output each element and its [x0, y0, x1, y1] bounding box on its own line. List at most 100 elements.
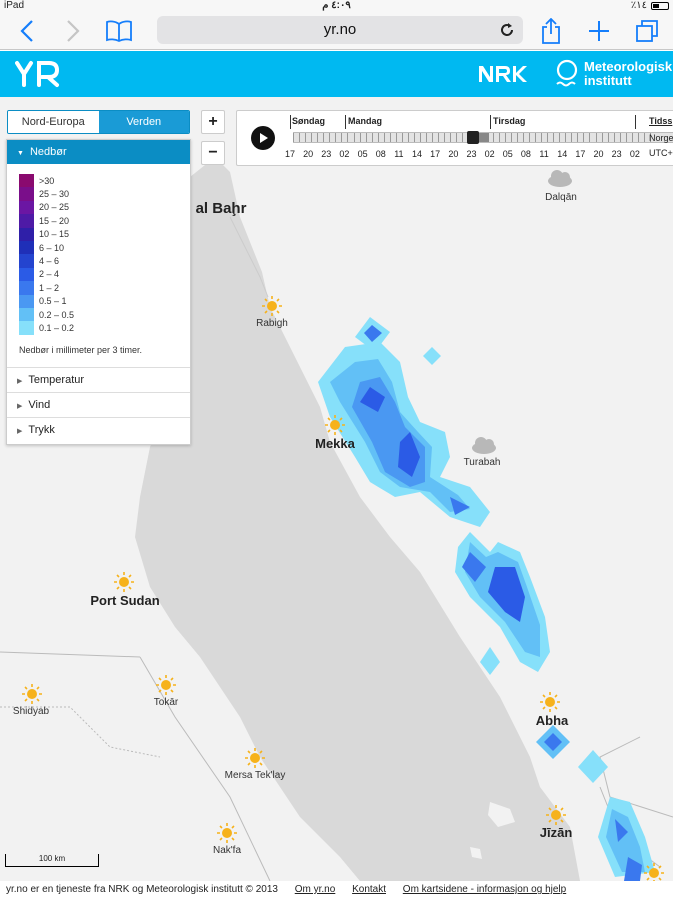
place-dalqan[interactable]: Dalqān — [545, 192, 577, 203]
caret-right-icon: ▶ — [17, 428, 23, 435]
footer-link-om-yr[interactable]: Om yr.no — [294, 884, 336, 895]
footer-link-om-kartsidene[interactable]: Om kartsidene - informasjon og hjelp — [402, 884, 567, 895]
caret-down-icon: ▼ — [17, 150, 24, 157]
place-turabah[interactable]: Turabah — [463, 457, 501, 468]
place-abha[interactable]: Abha — [535, 713, 569, 728]
forward-icon[interactable] — [58, 16, 88, 46]
tabs-icon[interactable] — [632, 16, 662, 46]
new-tab-icon[interactable] — [584, 16, 614, 46]
zoom-in-button[interactable]: + — [201, 110, 225, 134]
slider-tick — [607, 133, 609, 142]
slider-tick — [637, 133, 639, 142]
zoom-out-button[interactable]: − — [201, 141, 225, 165]
battery-percent: ٪١٤ — [630, 0, 647, 11]
bookmarks-icon[interactable] — [104, 16, 134, 46]
time-slider-track[interactable] — [293, 131, 673, 144]
region-verden-button[interactable]: Verden — [98, 111, 189, 133]
hour-label: 14 — [412, 149, 423, 159]
slider-tick — [528, 133, 530, 142]
slider-tick — [571, 133, 573, 142]
timezone-norge[interactable]: Norge — [649, 133, 673, 143]
hour-label: 02 — [629, 149, 640, 159]
slider-tick — [293, 133, 294, 142]
sun-icon — [217, 823, 237, 843]
layer-vind[interactable]: ▶ Vind — [7, 392, 190, 417]
weather-map[interactable]: al Baḩr Dalqān Rabigh Mekka Turabah Port… — [0, 97, 673, 881]
slider-tick — [359, 133, 361, 142]
slider-tick — [401, 133, 403, 142]
slider-tick — [329, 133, 331, 142]
legend-label: >30 — [39, 175, 55, 186]
hour-label: 11 — [539, 149, 549, 159]
cloud-icon — [548, 170, 572, 187]
hour-label: 08 — [520, 149, 531, 159]
sun-icon — [644, 863, 664, 881]
slider-tick — [462, 133, 464, 142]
legend-row: 10 – 15 — [19, 227, 74, 241]
slider-tick — [613, 133, 615, 142]
place-shidyab[interactable]: Shidyab — [12, 706, 50, 717]
hour-label: 14 — [557, 149, 568, 159]
slider-tick — [414, 133, 415, 142]
place-mekka[interactable]: Mekka — [315, 436, 355, 451]
browser-toolbar: yr.no — [0, 12, 673, 50]
legend-swatch — [19, 281, 34, 295]
share-icon[interactable] — [536, 16, 566, 46]
slider-tick — [450, 133, 452, 142]
layer-panel: ▼ Nedbør >30 25 – 30 20 – 25 15 – 20 10 – 15 6… — [6, 139, 191, 445]
slider-tick — [335, 133, 337, 142]
time-slider-handle[interactable] — [467, 131, 479, 144]
reload-icon[interactable] — [499, 16, 515, 48]
layer-trykk-label: Trykk — [28, 424, 55, 436]
hour-label: 23 — [611, 149, 622, 159]
timezone-label[interactable]: Tidss — [649, 116, 673, 126]
legend-label: 15 – 20 — [39, 215, 70, 226]
legend-swatch — [19, 240, 34, 255]
slider-tick — [365, 133, 367, 142]
place-tokar[interactable]: Tokār — [153, 697, 179, 708]
timezone-utc[interactable]: UTC+ — [649, 148, 673, 158]
slider-tick — [589, 133, 591, 142]
layer-precipitation-header[interactable]: ▼ Nedbør — [7, 140, 190, 164]
slider-tick — [559, 133, 561, 142]
slider-tick — [601, 133, 603, 142]
region-nord-europa-button[interactable]: Nord-Europa — [8, 111, 99, 133]
footer-link-kontakt[interactable]: Kontakt — [352, 884, 387, 895]
slider-tick — [510, 133, 512, 142]
met-line-1: Meteorologisk — [584, 59, 673, 74]
legend-swatch — [19, 214, 34, 228]
slider-tick — [371, 133, 373, 142]
slider-tick — [595, 133, 597, 142]
place-nakfa[interactable]: Nak'fa — [212, 845, 242, 856]
battery-status: ٪١٤ — [631, 0, 669, 11]
nrk-logo[interactable] — [478, 65, 528, 83]
slider-tick — [383, 133, 385, 142]
legend-label: 2 – 4 — [39, 269, 60, 280]
device-name: iPad — [4, 0, 25, 11]
layer-temperatur[interactable]: ▶ Temperatur — [7, 367, 190, 392]
legend-swatch — [19, 200, 34, 215]
legend-swatch — [19, 267, 34, 282]
address-bar[interactable]: yr.no — [157, 16, 523, 44]
slider-tick — [432, 133, 434, 142]
place-rabigh[interactable]: Rabigh — [256, 318, 288, 329]
slider-tick — [535, 133, 536, 142]
slider-tick — [353, 133, 355, 142]
back-icon[interactable] — [12, 16, 42, 46]
met-logo[interactable] — [554, 58, 584, 90]
place-port-sudan[interactable]: Port Sudan — [90, 593, 160, 608]
met-line-2: institutt — [584, 73, 632, 88]
yr-logo[interactable] — [15, 60, 61, 88]
legend-swatch — [19, 174, 34, 188]
legend-row: 0.2 – 0.5 — [19, 307, 74, 322]
map-canvas[interactable] — [0, 97, 673, 881]
place-mersa-teklay[interactable]: Mersa Tek'lay — [224, 770, 286, 781]
layer-trykk[interactable]: ▶ Trykk — [7, 417, 190, 442]
place-al-bahr[interactable]: al Baḩr — [195, 200, 247, 217]
battery-icon — [651, 1, 669, 10]
met-name: Meteorologisk institutt — [584, 60, 672, 88]
place-jizan[interactable]: Jīzān — [539, 825, 573, 840]
legend-row: >30 — [19, 174, 74, 188]
slider-tick — [583, 133, 585, 142]
play-button[interactable] — [251, 126, 275, 150]
